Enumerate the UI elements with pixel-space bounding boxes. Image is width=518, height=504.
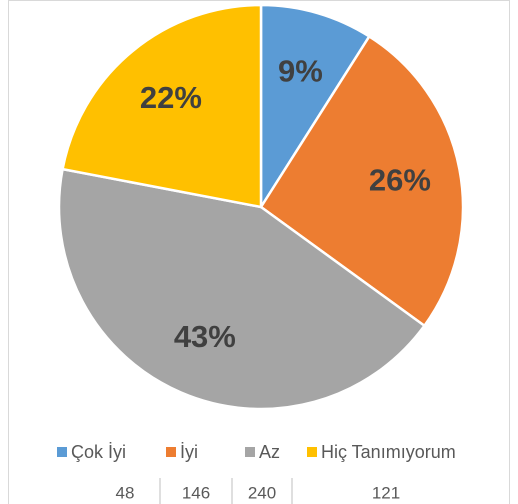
legend-swatch — [57, 447, 67, 457]
legend-swatch — [166, 447, 176, 457]
slice-label: 43% — [174, 319, 236, 354]
slice-label: 22% — [140, 80, 202, 115]
legend-label: Hiç Tanımıyorum — [321, 442, 456, 462]
pie-slice — [259, 3, 371, 212]
legend-swatch — [307, 447, 317, 457]
legend-swatch — [245, 447, 255, 457]
count-label: 48 — [116, 483, 135, 502]
legend-label: Az — [259, 442, 280, 462]
pie-slice — [259, 34, 465, 328]
count-label: 146 — [182, 483, 210, 502]
slice-label: 26% — [369, 163, 431, 198]
pie-slice — [61, 3, 263, 209]
legend-label: İyi — [180, 442, 198, 462]
count-label: 121 — [372, 483, 400, 502]
count-label: 240 — [248, 483, 276, 502]
pie-slice — [57, 167, 427, 411]
slice-label: 9% — [278, 53, 323, 88]
legend-label: Çok İyi — [71, 442, 126, 462]
